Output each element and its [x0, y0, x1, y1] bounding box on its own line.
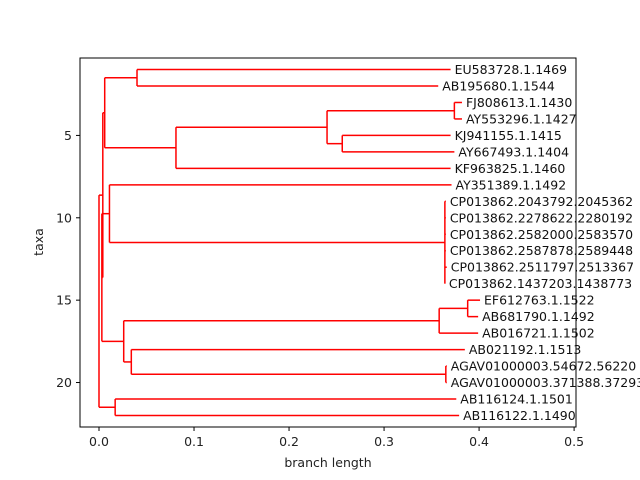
x-tick-label: 0.1 — [184, 434, 204, 449]
leaf-label: EF612763.1.1522 — [484, 293, 595, 308]
leaf-label: AB681790.1.1492 — [482, 309, 595, 324]
leaf-label: CP013862.2587878.2589448 — [450, 243, 633, 258]
plot-frame — [79, 57, 577, 428]
leaf-labels: EU583728.1.1469 AB195680.1.1544FJ808613.1… — [442, 62, 640, 423]
leaf-label: AGAV01000003.371388.372936 — [451, 375, 640, 390]
leaf-label: EU583728.1.1469 — [455, 62, 568, 77]
leaf-label: AB195680.1.1544 — [442, 79, 555, 94]
leaf-label: AB016721.1.1502 — [482, 326, 595, 341]
leaf-label: KJ941155.1.1415 — [455, 128, 562, 143]
x-tick-label: 0.3 — [374, 434, 394, 449]
leaf-label: AB021192.1.1513 — [469, 342, 582, 357]
y-axis-label: taxa — [31, 228, 46, 256]
x-tick-label: 0.4 — [469, 434, 489, 449]
x-axis-ticks: 0.0 0.1 0.2 0.3 0.4 0.5 — [89, 427, 584, 449]
x-tick-label: 0.5 — [564, 434, 584, 449]
x-tick-label: 0.0 — [89, 434, 109, 449]
y-axis-ticks: 5 10 15 20 — [56, 128, 80, 390]
leaf-label: AY553296.1.1427 — [466, 111, 577, 126]
leaf-label: KF963825.1.1460 — [455, 161, 566, 176]
leaf-label: CP013862.2582000.2583570 — [450, 227, 633, 242]
y-tick-label: 15 — [56, 293, 72, 308]
leaf-label: CP013862.1437203.1438773 — [449, 276, 632, 291]
leaf-label: FJ808613.1.1430 — [466, 95, 572, 110]
leaf-label: CP013862.2511797.2513367 — [451, 260, 634, 275]
leaf-label: AY351389.1.1492 — [456, 177, 567, 192]
y-tick-label: 20 — [56, 375, 72, 390]
y-tick-label: 5 — [64, 128, 72, 143]
tree-branches — [98, 68, 481, 417]
leaf-label: AB116124.1.1501 — [460, 391, 573, 406]
y-tick-label: 10 — [56, 210, 72, 225]
leaf-label: CP013862.2278622.2280192 — [450, 210, 633, 225]
x-axis-label: branch length — [284, 455, 371, 470]
leaf-label: AB116122.1.1490 — [463, 408, 576, 423]
leaf-label: AGAV01000003.54672.56220 — [451, 359, 636, 374]
leaf-label: CP013862.2043792.2045362 — [450, 194, 633, 209]
leaf-label: AY667493.1.1404 — [458, 144, 569, 159]
x-tick-label: 0.2 — [279, 434, 299, 449]
